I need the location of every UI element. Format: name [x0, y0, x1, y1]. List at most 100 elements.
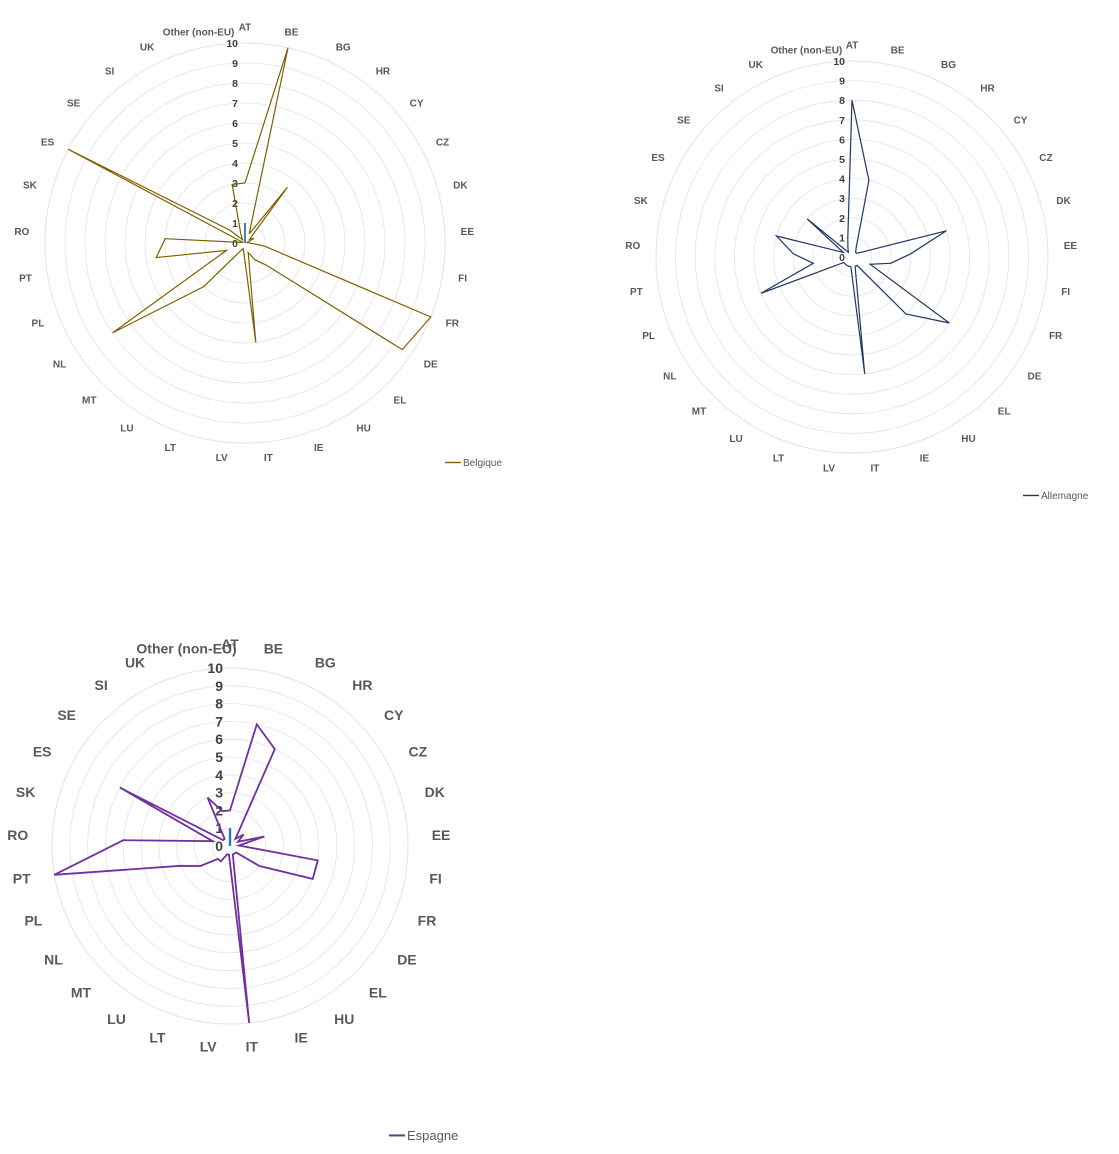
series-line-belgique: [68, 47, 432, 351]
category-label: BE: [891, 45, 905, 56]
category-label: Other (non-EU): [163, 28, 235, 39]
category-label: PL: [32, 318, 45, 329]
tick-label: 10: [207, 660, 223, 676]
category-label: SK: [634, 196, 649, 207]
category-label: EE: [461, 227, 475, 238]
tick-label: 5: [232, 138, 238, 150]
category-label: IE: [314, 443, 324, 454]
tick-label: 1: [215, 820, 223, 836]
radar-grid: [51, 667, 409, 1025]
category-label: HR: [352, 677, 372, 693]
category-label: RO: [14, 227, 29, 238]
tick-label: 4: [215, 767, 223, 783]
category-label: BE: [284, 28, 298, 39]
category-label: BG: [941, 60, 956, 71]
category-label: AT: [221, 636, 239, 652]
grid-circle: [104, 102, 386, 384]
tick-label: 7: [232, 98, 238, 110]
tick-label: 6: [839, 134, 845, 146]
category-label: EE: [1064, 241, 1078, 252]
category-label: CZ: [408, 743, 427, 759]
category-label: FI: [1061, 287, 1070, 298]
category-label: LU: [107, 1011, 126, 1027]
grid-circle: [773, 178, 931, 336]
tick-label: 1: [232, 218, 238, 230]
category-label: IT: [264, 453, 273, 464]
tick-label: 3: [215, 785, 223, 801]
legend-label: Espagne: [407, 1128, 458, 1143]
grid-circle: [105, 721, 355, 972]
series-line-espagne: [53, 722, 319, 1024]
tick-label: 0: [232, 238, 238, 250]
grid-circle: [87, 703, 373, 989]
grid-circle: [675, 80, 1029, 434]
category-label: MT: [82, 395, 96, 406]
category-label: DE: [397, 951, 416, 967]
radar-chart-2: AT BE BG HR CY CZ DK EE FI FR DE EL HU IE IT LV LT LU MT NL…: [625, 41, 1088, 503]
category-label: CY: [1014, 115, 1028, 126]
category-label: LU: [120, 424, 133, 435]
category-label: HR: [376, 67, 391, 78]
category-label: ES: [33, 743, 52, 759]
category-label: IE: [294, 1029, 307, 1045]
category-label: HR: [980, 84, 995, 95]
category-label: EE: [432, 827, 451, 843]
tick-label: 5: [839, 154, 845, 166]
category-label: EL: [998, 406, 1011, 417]
category-label: MT: [71, 985, 92, 1001]
grid-circle: [144, 142, 346, 344]
grid-circle: [734, 138, 971, 375]
category-label: RO: [7, 827, 28, 843]
category-label: PT: [13, 871, 31, 887]
category-label: CZ: [1039, 153, 1052, 164]
legend: Espagne: [389, 1128, 458, 1143]
category-label: SI: [95, 677, 108, 693]
category-label: ES: [651, 153, 665, 164]
category-label: FR: [446, 318, 460, 329]
legend-label: Allemagne: [1041, 491, 1089, 502]
tick-label: 0: [839, 252, 845, 264]
category-label: DK: [1056, 196, 1071, 207]
grid-circle: [714, 119, 990, 395]
category-label: CZ: [436, 137, 449, 148]
tick-label: 2: [839, 213, 845, 225]
category-label: AT: [239, 23, 252, 34]
category-label: LV: [216, 453, 228, 464]
category-label: EL: [369, 985, 387, 1001]
grid-circle: [792, 197, 912, 317]
tick-label: 6: [215, 731, 223, 747]
grid-circle: [164, 162, 326, 324]
series-line-allemagne: [760, 100, 950, 374]
category-label: FI: [458, 273, 467, 284]
tick-label: 10: [833, 56, 845, 68]
category-label: SE: [67, 99, 81, 110]
category-label: PT: [630, 287, 643, 298]
legend: Belgique: [445, 458, 502, 469]
radar-chart-1: AT BE BG HR CY CZ DK EE FI FR DE EL HU IE IT LV LT LU MT NL…: [14, 23, 502, 470]
tick-label: 2: [215, 802, 223, 818]
category-label: LT: [773, 453, 784, 464]
category-label: SI: [714, 84, 724, 95]
category-label: FR: [1049, 331, 1063, 342]
tick-label: 8: [232, 78, 238, 90]
category-label: FI: [429, 871, 441, 887]
category-label: NL: [53, 360, 66, 371]
category-label: ES: [41, 137, 55, 148]
category-label: Other (non-EU): [136, 641, 236, 657]
category-label: AT: [846, 41, 859, 52]
category-label: PT: [19, 273, 32, 284]
grid-circle: [124, 122, 366, 364]
category-label: BG: [336, 42, 351, 53]
category-label: HU: [356, 424, 370, 435]
grid-circle: [64, 62, 426, 424]
tick-label: 7: [839, 115, 845, 127]
tick-label: 4: [839, 174, 845, 186]
category-label: MT: [692, 406, 706, 417]
category-label: LV: [823, 463, 835, 474]
category-label: FR: [418, 913, 437, 929]
grid-circle: [753, 158, 951, 356]
category-label: PL: [24, 913, 42, 929]
category-label: CY: [384, 707, 404, 723]
tick-label: 5: [215, 749, 223, 765]
tick-label: 4: [232, 158, 238, 170]
